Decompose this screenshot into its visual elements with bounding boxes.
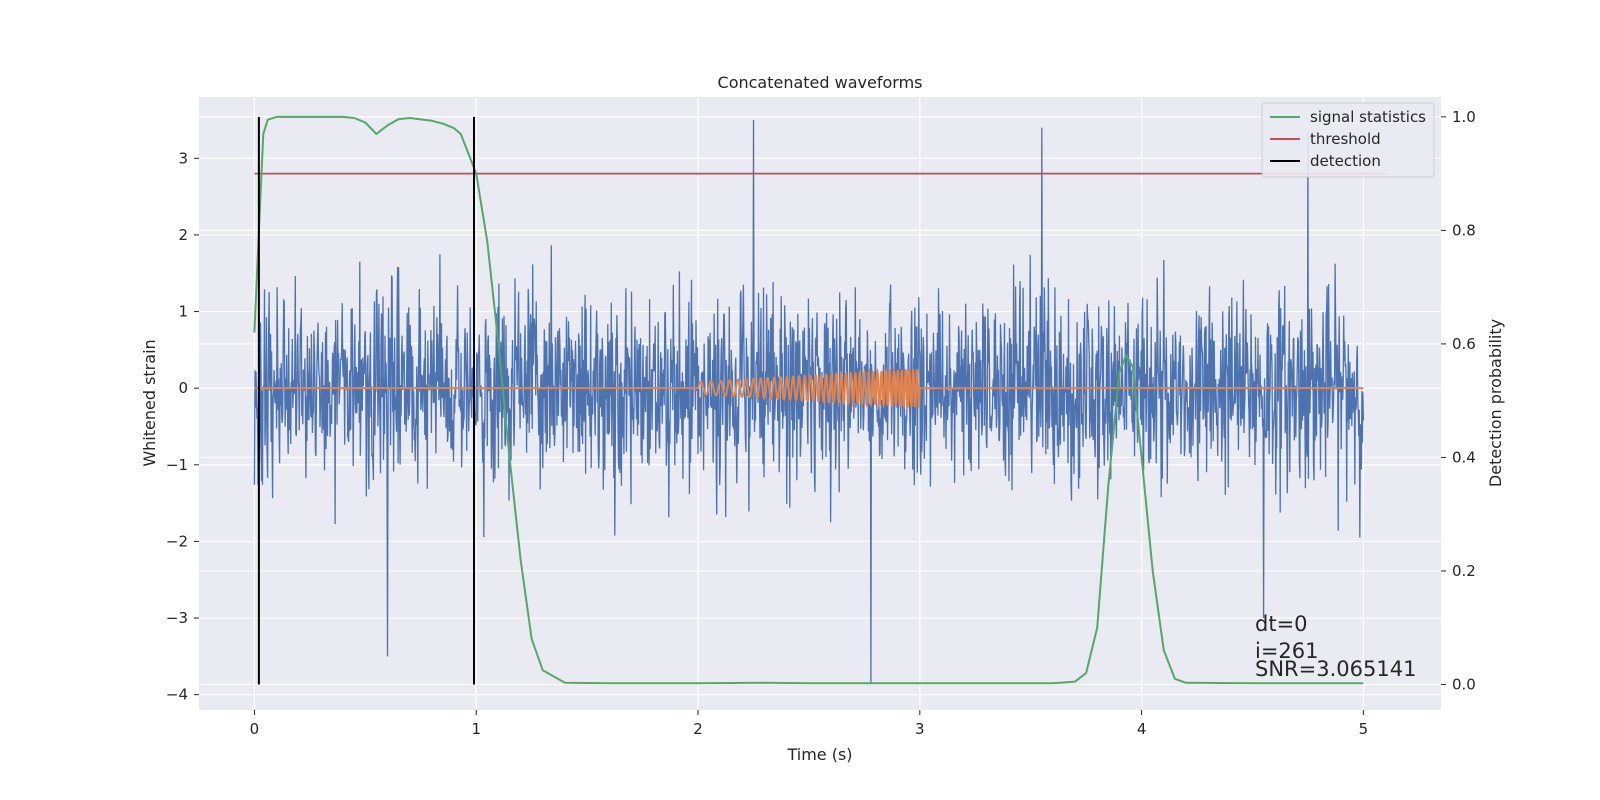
y-axis-right-label: Detection probability <box>1486 319 1505 487</box>
y-tick-label: −2 <box>166 532 188 550</box>
legend-box <box>1261 102 1435 178</box>
template-series <box>254 367 1364 410</box>
legend: signal statistics threshold detection <box>1261 102 1435 178</box>
y-right-tick-label: 0.4 <box>1452 448 1476 466</box>
signal-statistics-series <box>253 115 1364 685</box>
chart-title: Concatenated waveforms <box>718 73 923 92</box>
legend-label-threshold: threshold <box>1310 130 1381 148</box>
legend-label-detection: detection <box>1310 152 1381 170</box>
annotation-snr: SNR=3.065141 <box>1255 657 1416 681</box>
x-tick-label: 4 <box>1137 720 1147 738</box>
y-right-tick-label: 1.0 <box>1452 108 1476 126</box>
y-tick-label: 1 <box>178 303 188 321</box>
plot-area <box>253 115 1386 685</box>
y-tick-label: −1 <box>166 456 188 474</box>
y-axis-right: 0.0 0.2 0.4 0.6 0.8 1.0 <box>1441 108 1476 693</box>
y-right-tick-label: 0.0 <box>1452 675 1476 693</box>
legend-label-signal-statistics: signal statistics <box>1310 108 1426 126</box>
x-axis: 0 1 2 3 4 5 <box>250 710 1368 738</box>
y-right-tick-label: 0.8 <box>1452 221 1476 239</box>
y-tick-label: 0 <box>178 379 188 397</box>
x-tick-label: 0 <box>250 720 260 738</box>
x-tick-label: 3 <box>915 720 925 738</box>
y-right-tick-label: 0.2 <box>1452 562 1476 580</box>
annotation-dt: dt=0 <box>1255 612 1308 636</box>
y-tick-label: 3 <box>178 149 188 167</box>
y-tick-label: −3 <box>166 609 188 627</box>
y-tick-label: 2 <box>178 226 188 244</box>
x-axis-label: Time (s) <box>786 745 852 764</box>
y-tick-label: −4 <box>166 686 188 704</box>
y-axis-label: Whitened strain <box>140 339 159 466</box>
x-tick-label: 2 <box>693 720 703 738</box>
x-tick-label: 1 <box>471 720 481 738</box>
y-axis-left: −4 −3 −2 −1 0 1 2 3 <box>166 149 199 704</box>
annotation-i: i=261 <box>1255 639 1319 663</box>
y-right-tick-label: 0.6 <box>1452 335 1476 353</box>
x-tick-label: 5 <box>1359 720 1369 738</box>
